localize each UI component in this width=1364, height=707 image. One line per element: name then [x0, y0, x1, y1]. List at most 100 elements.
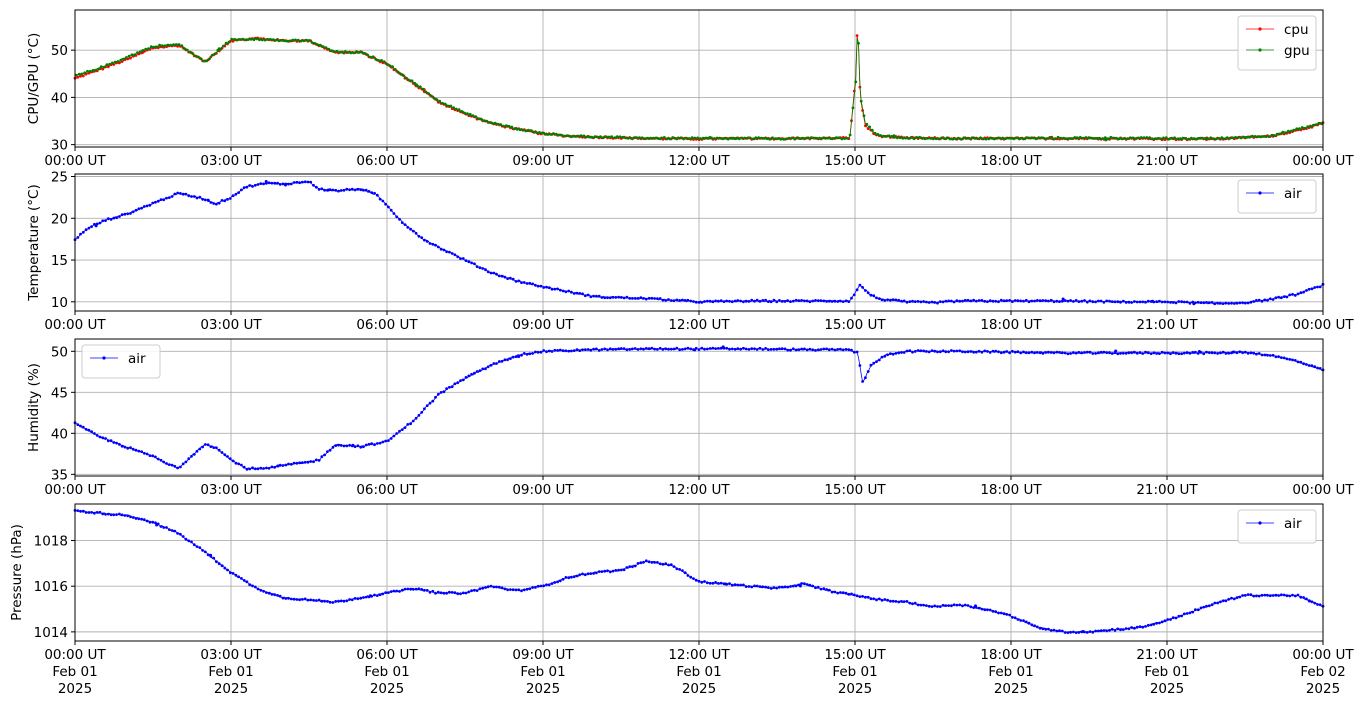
data-point-air: [1268, 297, 1272, 301]
data-point-cpu: [140, 51, 144, 55]
data-point-air: [1213, 601, 1217, 605]
legend-marker-air: [1258, 521, 1262, 525]
data-point-air: [586, 572, 590, 576]
data-point-gpu: [155, 45, 159, 49]
data-point-air: [425, 589, 429, 592]
data-point-air: [561, 577, 565, 581]
data-point-air: [683, 571, 687, 575]
data-point-air: [1288, 293, 1292, 297]
data-point-air: [503, 275, 507, 279]
data-point-air: [409, 227, 412, 231]
data-point-air: [395, 215, 399, 219]
data-point-air: [134, 517, 138, 520]
series-air: [73, 180, 1325, 306]
data-point-air: [850, 296, 853, 300]
data-point-air: [933, 604, 937, 608]
data-point-air: [359, 445, 363, 449]
data-point-air: [933, 349, 937, 353]
data-point-air: [245, 580, 249, 584]
data-point-gpu: [538, 131, 541, 134]
data-point-air: [997, 611, 1000, 615]
data-point-air: [154, 521, 157, 525]
data-point-air: [606, 348, 609, 352]
data-point-air: [647, 296, 651, 300]
data-point-air: [564, 349, 568, 353]
data-point-air: [1030, 350, 1034, 354]
data-point-air: [611, 295, 615, 299]
x-tick-label: 18:00 UT Feb 01 2025: [980, 647, 1042, 697]
data-point-gpu: [510, 125, 514, 129]
data-point-gpu: [1292, 128, 1296, 132]
data-point-air: [927, 350, 931, 354]
data-point-gpu: [1234, 136, 1237, 139]
data-point-air: [694, 578, 698, 582]
data-point-air: [872, 294, 876, 298]
data-point-air: [289, 182, 293, 186]
data-point-air: [439, 591, 443, 595]
data-point-air: [1282, 295, 1286, 298]
data-point-gpu: [1067, 137, 1071, 140]
data-point-air: [542, 349, 546, 352]
data-point-air: [578, 349, 582, 352]
data-point-air: [650, 561, 654, 564]
data-point-air: [1246, 593, 1250, 596]
data-point-gpu: [857, 41, 860, 45]
data-point-air: [747, 300, 751, 303]
data-point-gpu: [130, 53, 134, 57]
data-point-air: [456, 381, 460, 385]
y-tick-label: 15: [51, 253, 68, 269]
data-point-air: [1072, 300, 1075, 303]
data-point-air: [1219, 600, 1222, 604]
data-point-air: [334, 188, 338, 192]
data-point-air: [270, 465, 274, 469]
data-point-gpu: [224, 41, 228, 45]
data-point-air: [761, 585, 765, 589]
data-point-air: [187, 457, 191, 461]
data-point-air: [470, 372, 473, 376]
data-point-air: [1232, 302, 1236, 305]
data-point-air: [891, 599, 895, 603]
data-point-air: [406, 587, 410, 591]
data-point-air: [442, 591, 446, 595]
data-point-air: [830, 347, 834, 351]
data-point-gpu: [1104, 138, 1108, 142]
data-point-gpu: [1159, 137, 1163, 141]
data-point-air: [1185, 300, 1189, 304]
y-tick-label: 1016: [34, 579, 68, 595]
data-point-air: [489, 271, 493, 275]
data-point-air: [309, 460, 313, 463]
data-point-air: [1230, 301, 1233, 305]
data-point-air: [617, 295, 620, 299]
data-point-gpu: [1034, 137, 1038, 141]
data-point-air: [434, 243, 437, 247]
data-point-air: [1163, 351, 1167, 355]
data-point-air: [608, 570, 612, 574]
data-point-air: [384, 591, 387, 594]
data-point-air: [1072, 630, 1075, 634]
data-point-gpu: [421, 87, 425, 91]
data-point-gpu: [77, 72, 81, 76]
data-point-gpu: [316, 43, 320, 47]
data-point-gpu: [471, 114, 475, 118]
data-point-air: [1158, 621, 1161, 625]
data-point-gpu: [826, 136, 830, 140]
data-point-air: [536, 584, 540, 588]
data-point-air: [1299, 595, 1303, 599]
legend-label-cpu: cpu: [1284, 22, 1309, 38]
x-tick-label: 09:00 UT: [512, 317, 574, 333]
data-point-air: [733, 347, 737, 351]
data-point-air: [628, 565, 632, 568]
data-point-gpu: [779, 137, 783, 141]
data-point-air: [1205, 301, 1208, 304]
data-point-gpu: [704, 136, 708, 140]
data-point-air: [1266, 353, 1269, 357]
data-point-gpu: [396, 70, 400, 74]
data-point-air: [442, 248, 446, 252]
data-point-air: [1083, 299, 1086, 302]
data-point-air: [129, 515, 132, 519]
data-point-gpu: [1195, 137, 1199, 141]
data-point-air: [1141, 625, 1145, 629]
data-point-air: [79, 424, 82, 428]
data-point-air: [1158, 299, 1161, 303]
data-point-gpu: [1189, 136, 1193, 140]
